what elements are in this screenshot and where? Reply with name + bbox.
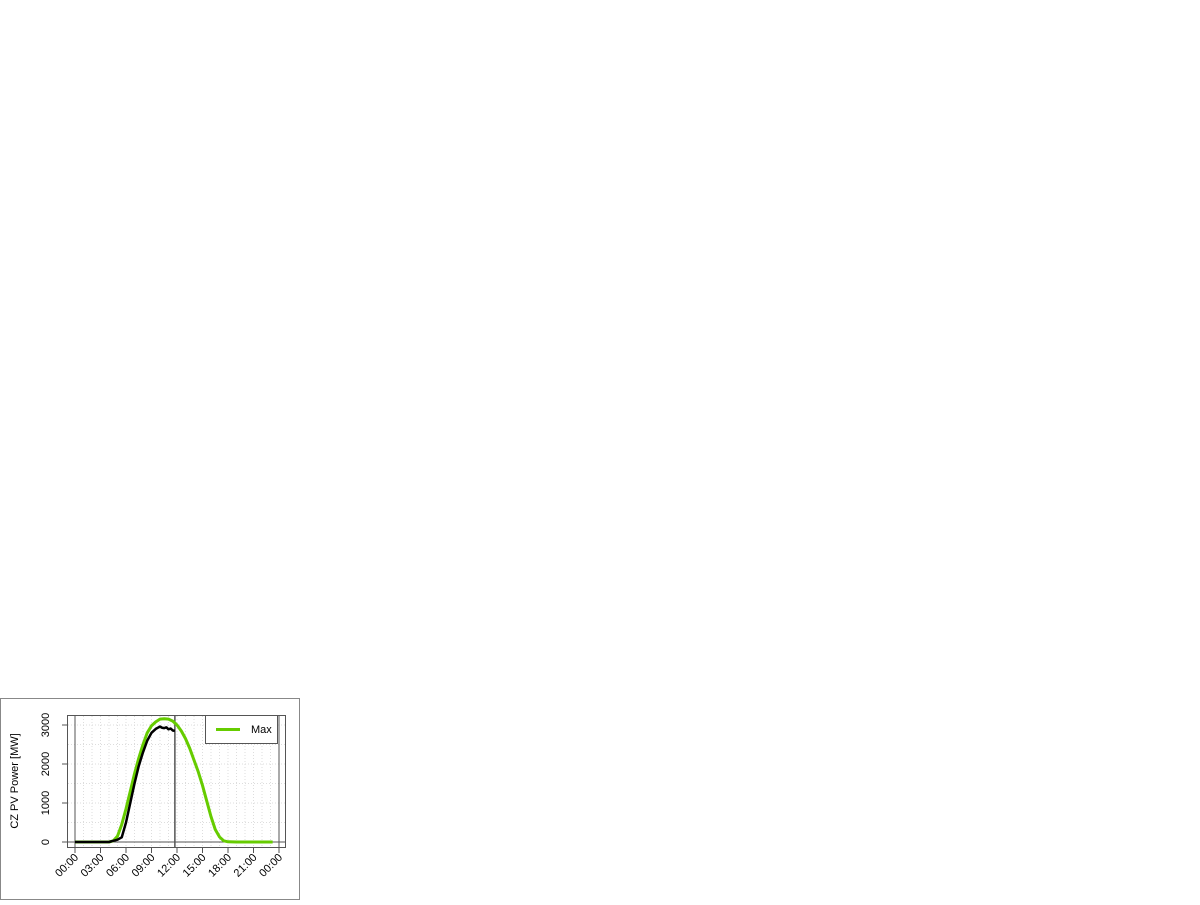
y-tick-label: 2000 (40, 752, 52, 776)
plot-box (67, 715, 286, 848)
y-axis-label: CZ PV Power [MW] (9, 733, 21, 828)
y-tick-label: 3000 (40, 713, 52, 737)
legend: Max (205, 715, 278, 744)
y-tick-label: 1000 (40, 791, 52, 815)
y-tick-label: 0 (40, 839, 52, 845)
pv-power-chart: 00:00 03:00 06:00 09:00 12:00 15:00 18:00 21:00… (0, 698, 300, 900)
series-line-max (75, 717, 273, 844)
series-line-actual (75, 725, 176, 844)
chart-svg: 00:0003:0006:0009:0012:0015:0018:0021:00… (0, 698, 300, 900)
legend-label-max: Max (251, 724, 272, 736)
series-lines (75, 717, 273, 844)
